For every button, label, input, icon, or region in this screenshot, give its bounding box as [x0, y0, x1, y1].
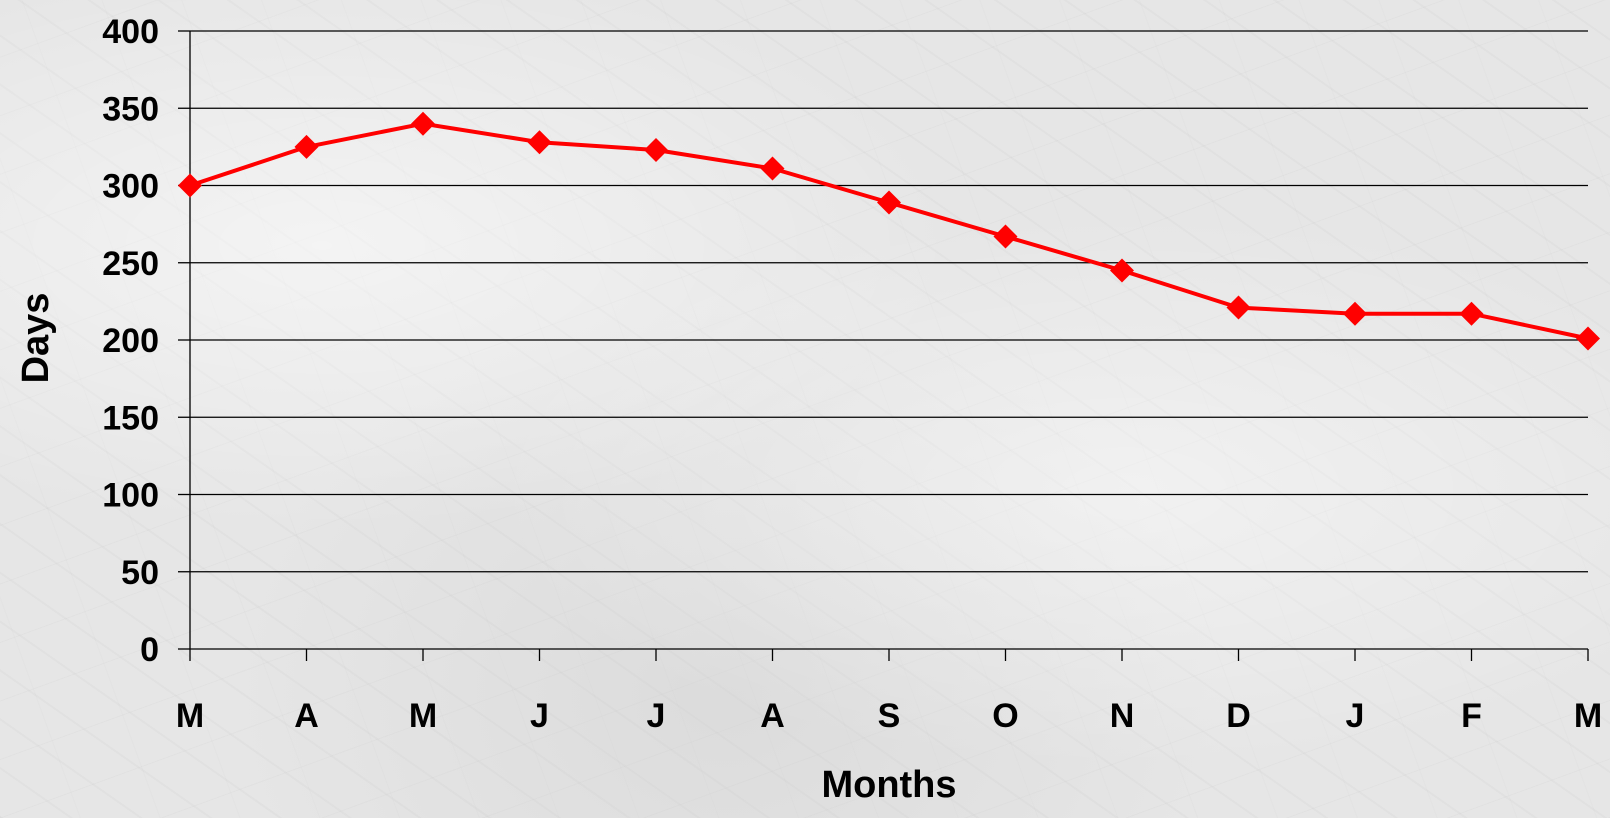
y-tick-label: 50: [121, 554, 159, 592]
y-tick-label: 350: [102, 90, 159, 128]
x-axis-title: Months: [821, 764, 956, 806]
data-point: [993, 224, 1018, 249]
data-point: [411, 111, 435, 136]
data-point: [294, 134, 319, 159]
data-point: [644, 137, 668, 162]
data-point: [527, 130, 552, 155]
y-tick-label: 0: [140, 631, 159, 669]
x-tick-label: F: [1461, 697, 1482, 735]
data-point: [877, 190, 901, 215]
series: [178, 111, 1600, 351]
data-point: [760, 156, 785, 181]
data-point: [178, 173, 202, 198]
y-tick-label: 150: [102, 399, 159, 437]
x-tick-label: A: [760, 697, 785, 735]
data-point: [1576, 326, 1600, 351]
y-tick-label: 100: [102, 477, 159, 515]
data-point: [1226, 295, 1251, 320]
x-tick-label: J: [530, 697, 549, 735]
y-axis-title: Days: [15, 293, 57, 384]
x-tick-label: M: [1574, 697, 1602, 735]
y-tick-label: 400: [102, 13, 159, 51]
y-tick-labels: 0 50 100 150 200 250 300 350 400: [102, 13, 159, 669]
x-tick-label: A: [294, 697, 319, 735]
y-tick-label: 200: [102, 322, 159, 360]
series-line: [189, 121, 1589, 341]
x-tick-label: J: [647, 697, 666, 735]
x-tick-label: M: [176, 697, 204, 735]
data-point: [1110, 258, 1134, 283]
y-tick-label: 250: [102, 245, 159, 283]
x-tick-label: S: [878, 697, 901, 735]
data-point: [1343, 301, 1367, 326]
data-point: [1459, 301, 1484, 326]
x-tick-label: D: [1226, 697, 1251, 735]
gridlines: [190, 30, 1588, 573]
axes: [178, 30, 1589, 661]
x-tick-label: J: [1346, 697, 1365, 735]
x-tick-label: N: [1110, 697, 1135, 735]
y-tick-label: 300: [102, 168, 159, 206]
x-tick-label: M: [409, 697, 437, 735]
x-tick-label: O: [992, 697, 1018, 735]
